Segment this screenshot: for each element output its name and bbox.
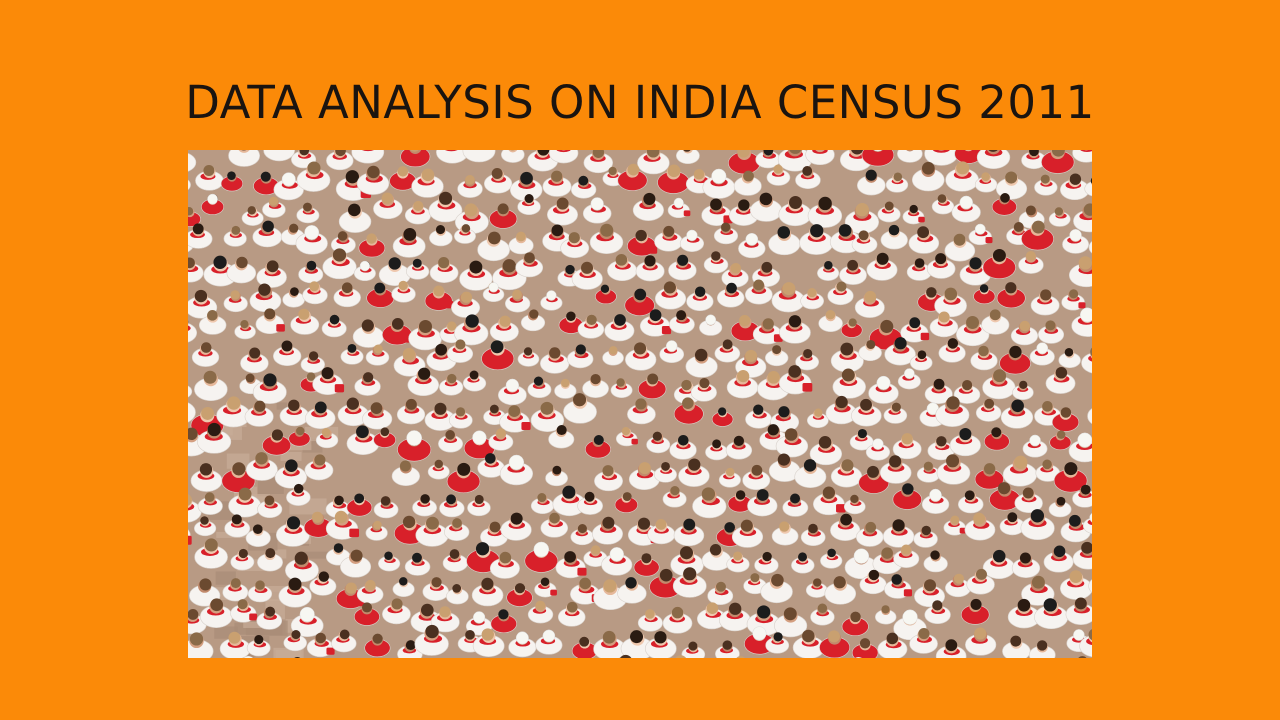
slide-title: DATA ANALYSIS ON INDIA CENSUS 2011 (185, 76, 1095, 129)
crowd-illustration (188, 150, 1092, 658)
crowd-photo (188, 150, 1092, 658)
